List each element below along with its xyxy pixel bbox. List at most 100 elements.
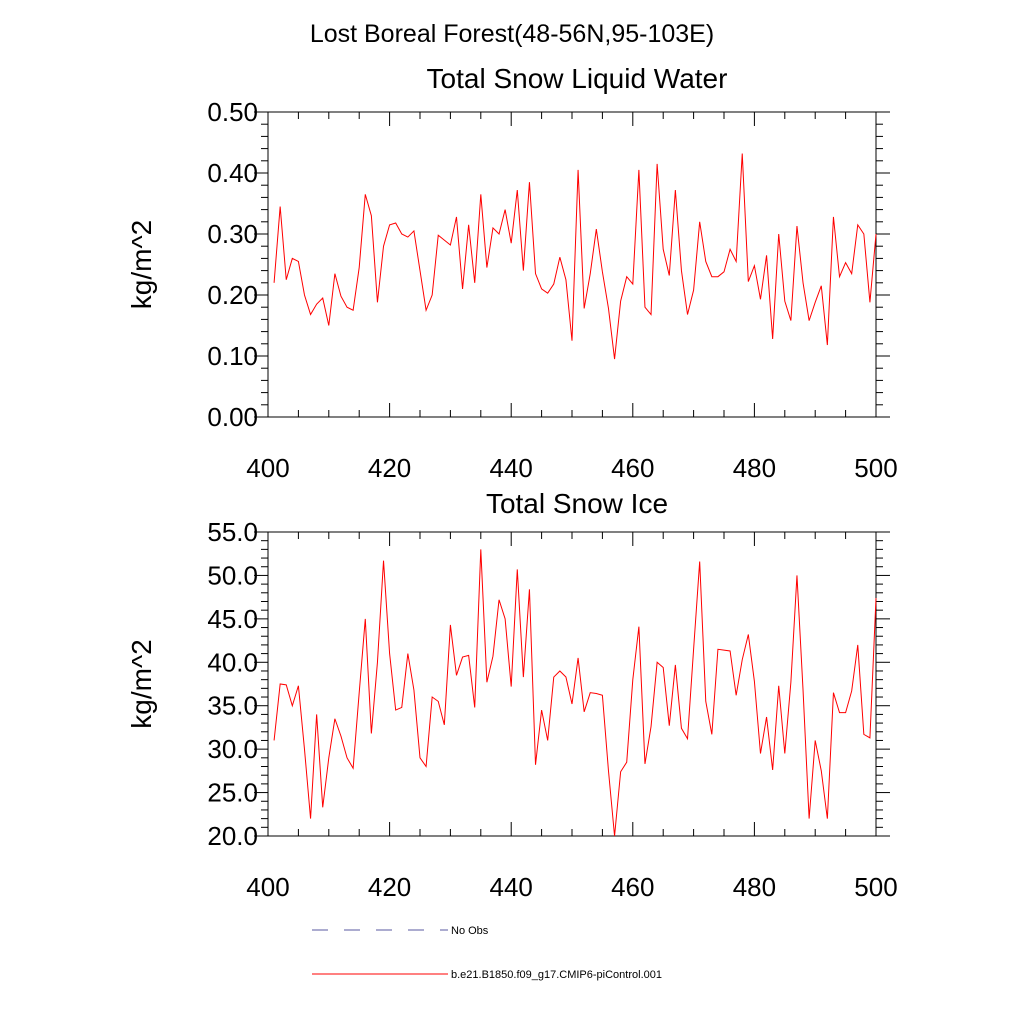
data-point-liquid-water <box>407 236 408 237</box>
data-point-snow-ice <box>425 766 426 767</box>
data-point-snow-ice <box>486 682 487 683</box>
y-tick-label-snow-ice: 55.0 <box>207 517 258 547</box>
data-point-liquid-water <box>693 290 694 291</box>
data-point-liquid-water <box>632 283 633 284</box>
data-point-snow-ice <box>833 692 834 693</box>
data-point-snow-ice <box>571 703 572 704</box>
data-point-snow-ice <box>663 667 664 668</box>
data-point-snow-ice <box>334 718 335 719</box>
data-point-snow-ice <box>736 695 737 696</box>
data-point-liquid-water <box>687 314 688 315</box>
data-point-snow-ice <box>280 683 281 684</box>
data-point-snow-ice <box>547 740 548 741</box>
legend: No Obs b.e21.B1850.f09_g17.CMIP6-piContr… <box>312 925 662 981</box>
data-point-snow-ice <box>772 769 773 770</box>
data-point-snow-ice <box>535 764 536 765</box>
data-point-snow-ice <box>614 835 615 836</box>
series-line-liquid-water <box>273 153 877 360</box>
data-point-snow-ice <box>401 707 402 708</box>
data-point-snow-ice <box>766 716 767 717</box>
data-point-liquid-water <box>511 243 512 244</box>
data-point-liquid-water <box>821 285 822 286</box>
data-point-snow-ice <box>602 695 603 696</box>
data-point-liquid-water <box>389 224 390 225</box>
data-point-liquid-water <box>492 227 493 228</box>
x-tick-label-liquid-water: 480 <box>733 453 776 483</box>
data-point-snow-ice <box>565 676 566 677</box>
data-point-snow-ice <box>626 762 627 763</box>
data-point-liquid-water <box>839 276 840 277</box>
data-point-liquid-water <box>280 206 281 207</box>
legend-model-label: b.e21.B1850.f09_g17.CMIP6-piControl.001 <box>451 969 662 981</box>
y-tick-label-snow-ice: 25.0 <box>207 778 258 808</box>
data-point-liquid-water <box>547 293 548 294</box>
data-point-liquid-water <box>602 271 603 272</box>
data-point-snow-ice <box>444 724 445 725</box>
data-point-liquid-water <box>322 297 323 298</box>
data-point-snow-ice <box>553 676 554 677</box>
x-tick-label-snow-ice: 420 <box>368 872 411 902</box>
data-point-snow-ice <box>608 770 609 771</box>
data-point-snow-ice <box>705 701 706 702</box>
data-point-liquid-water <box>365 194 366 195</box>
data-point-liquid-water <box>577 169 578 170</box>
data-point-snow-ice <box>723 650 724 651</box>
y-tick-label-liquid-water: 0.50 <box>207 97 258 127</box>
data-point-liquid-water <box>650 314 651 315</box>
data-point-snow-ice <box>802 689 803 690</box>
data-point-liquid-water <box>535 273 536 274</box>
data-point-liquid-water <box>462 288 463 289</box>
data-point-snow-ice <box>389 653 390 654</box>
y-tick-label-snow-ice: 35.0 <box>207 691 258 721</box>
data-point-liquid-water <box>857 224 858 225</box>
data-point-snow-ice <box>511 686 512 687</box>
data-point-snow-ice <box>559 670 560 671</box>
data-point-snow-ice <box>371 733 372 734</box>
x-tick-label-snow-ice: 480 <box>733 872 776 902</box>
data-point-snow-ice <box>729 650 730 651</box>
figure-suptitle: Lost Boreal Forest(48-56N,95-103E) <box>310 20 714 48</box>
data-point-liquid-water <box>444 240 445 241</box>
chart-snow-ice: Total Snow Ice 20.0 25.0 30.0 35.0 40.0 45.0 50… <box>126 488 898 902</box>
data-point-liquid-water <box>450 244 451 245</box>
y-tick-label-liquid-water: 0.30 <box>207 219 258 249</box>
data-point-snow-ice <box>273 740 274 741</box>
data-point-liquid-water <box>316 304 317 305</box>
data-point-liquid-water <box>875 233 876 234</box>
data-point-liquid-water <box>395 222 396 223</box>
chart-title-snow-ice: Total Snow Ice <box>486 488 668 519</box>
x-tick-label-snow-ice: 440 <box>490 872 533 902</box>
data-point-snow-ice <box>456 675 457 676</box>
y-tick-label-snow-ice: 50.0 <box>207 560 258 590</box>
data-point-liquid-water <box>419 270 420 271</box>
data-point-liquid-water <box>413 230 414 231</box>
x-tick-label-snow-ice: 460 <box>611 872 654 902</box>
data-point-liquid-water <box>669 275 670 276</box>
data-point-snow-ice <box>875 597 876 598</box>
data-point-liquid-water <box>760 299 761 300</box>
data-point-liquid-water <box>863 233 864 234</box>
data-point-liquid-water <box>742 153 743 154</box>
data-point-snow-ice <box>657 662 658 663</box>
data-point-liquid-water <box>754 265 755 266</box>
y-tick-label-liquid-water: 0.10 <box>207 341 258 371</box>
data-point-snow-ice <box>693 649 694 650</box>
data-point-liquid-water <box>273 282 274 283</box>
data-point-snow-ice <box>474 707 475 708</box>
data-point-liquid-water <box>729 249 730 250</box>
data-point-snow-ice <box>328 757 329 758</box>
data-point-snow-ice <box>827 818 828 819</box>
data-point-snow-ice <box>310 818 311 819</box>
data-point-liquid-water <box>517 189 518 190</box>
data-point-liquid-water <box>541 288 542 289</box>
data-point-liquid-water <box>353 310 354 311</box>
data-point-snow-ice <box>796 575 797 576</box>
data-point-liquid-water <box>401 233 402 234</box>
data-point-snow-ice <box>365 618 366 619</box>
y-tick-label-liquid-water: 0.20 <box>207 280 258 310</box>
data-point-snow-ice <box>784 753 785 754</box>
data-point-snow-ice <box>839 712 840 713</box>
x-tick-label-snow-ice: 500 <box>854 872 897 902</box>
data-point-snow-ice <box>383 560 384 561</box>
data-point-liquid-water <box>565 279 566 280</box>
